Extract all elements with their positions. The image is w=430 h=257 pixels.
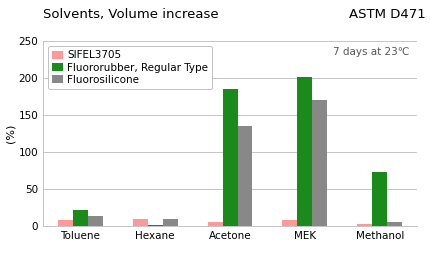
Bar bbox=[73, 210, 88, 226]
Bar bbox=[237, 126, 252, 226]
Bar bbox=[208, 222, 223, 226]
Bar bbox=[88, 216, 103, 226]
Bar bbox=[372, 172, 387, 226]
Text: 7 days at 23℃: 7 days at 23℃ bbox=[333, 47, 410, 57]
Bar bbox=[387, 223, 402, 226]
Bar bbox=[312, 100, 327, 226]
Bar bbox=[223, 89, 237, 226]
Bar bbox=[357, 224, 372, 226]
Legend: SIFEL3705, Fluororubber, Regular Type, Fluorosilicone: SIFEL3705, Fluororubber, Regular Type, F… bbox=[48, 46, 212, 89]
Bar bbox=[163, 219, 178, 226]
Text: ASTM D471: ASTM D471 bbox=[349, 8, 426, 21]
Bar bbox=[148, 225, 163, 226]
Bar bbox=[133, 219, 148, 226]
Y-axis label: (%): (%) bbox=[6, 124, 15, 143]
Bar bbox=[298, 77, 312, 226]
Bar bbox=[283, 220, 298, 226]
Bar bbox=[58, 220, 73, 226]
Text: Solvents, Volume increase: Solvents, Volume increase bbox=[43, 8, 218, 21]
